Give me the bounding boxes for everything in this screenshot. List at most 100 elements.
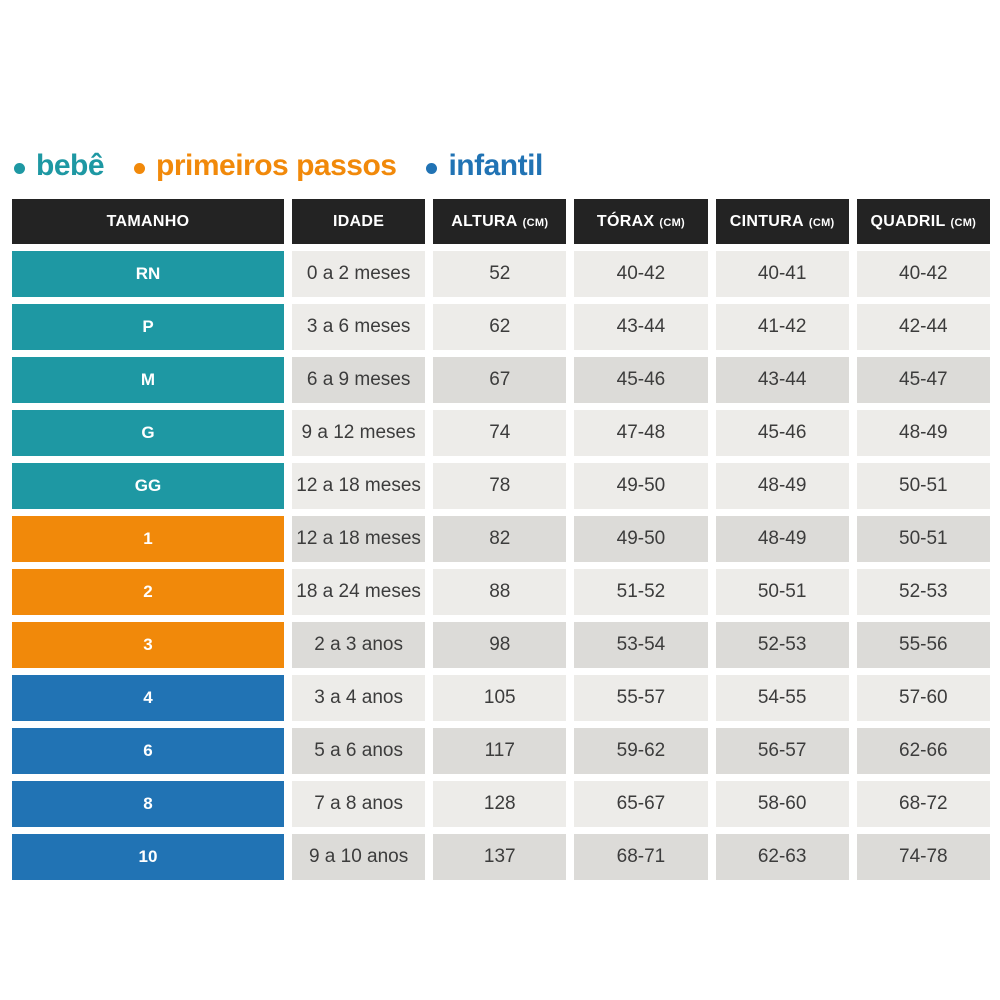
- torax-cell: 47-48: [574, 410, 708, 456]
- quadril-cell: 42-44: [856, 304, 990, 350]
- column-header-idade: IDADE: [292, 199, 426, 244]
- size-cell: RN: [12, 251, 284, 297]
- idade-cell: 0 a 2 meses: [292, 251, 426, 297]
- column-header-label: CINTURA: [729, 212, 804, 230]
- quadril-cell: 68-72: [856, 781, 990, 827]
- column-header-label: IDADE: [332, 212, 385, 230]
- altura-cell: 88: [433, 569, 567, 615]
- legend: bebê primeiros passos infantil: [14, 146, 990, 186]
- size-table: TAMANHO IDADE ALTURA (CM) TÓRAX (CM) CINTURA (C…: [12, 199, 990, 880]
- idade-cell: 9 a 12 meses: [292, 410, 426, 456]
- size-cell: 2: [12, 569, 284, 615]
- legend-item-primeiros-passos: primeiros passos: [134, 149, 397, 183]
- quadril-cell: 50-51: [856, 516, 990, 562]
- altura-cell: 78: [433, 463, 567, 509]
- altura-cell: 74: [433, 410, 567, 456]
- idade-cell: 18 a 24 meses: [292, 569, 426, 615]
- quadril-cell: 62-66: [856, 728, 990, 774]
- legend-item-infantil: infantil: [426, 149, 543, 183]
- cintura-cell: 40-41: [715, 251, 849, 297]
- cintura-cell: 45-46: [715, 410, 849, 456]
- column-header-unit: (CM): [522, 217, 549, 229]
- size-cell: G: [12, 410, 284, 456]
- quadril-cell: 57-60: [856, 675, 990, 721]
- legend-label: primeiros passos: [156, 149, 397, 182]
- torax-cell: 59-62: [574, 728, 708, 774]
- idade-cell: 3 a 6 meses: [292, 304, 426, 350]
- size-cell: 10: [12, 834, 284, 880]
- column-header-unit: (CM): [808, 217, 835, 229]
- size-chart-content: bebê primeiros passos infantil TAMANHO IDAD…: [12, 146, 990, 880]
- torax-cell: 53-54: [574, 622, 708, 668]
- size-cell: 8: [12, 781, 284, 827]
- cintura-cell: 56-57: [715, 728, 849, 774]
- torax-cell: 55-57: [574, 675, 708, 721]
- quadril-cell: 74-78: [856, 834, 990, 880]
- cintura-cell: 54-55: [715, 675, 849, 721]
- size-cell: 6: [12, 728, 284, 774]
- torax-cell: 49-50: [574, 463, 708, 509]
- size-cell: GG: [12, 463, 284, 509]
- cintura-cell: 50-51: [715, 569, 849, 615]
- column-header-unit: (CM): [659, 217, 686, 229]
- column-header-cintura: CINTURA (CM): [715, 199, 849, 244]
- quadril-cell: 52-53: [856, 569, 990, 615]
- altura-cell: 128: [433, 781, 567, 827]
- column-header-label: QUADRIL: [870, 212, 946, 230]
- cintura-cell: 41-42: [715, 304, 849, 350]
- idade-cell: 9 a 10 anos: [292, 834, 426, 880]
- quadril-cell: 50-51: [856, 463, 990, 509]
- torax-cell: 40-42: [574, 251, 708, 297]
- quadril-cell: 45-47: [856, 357, 990, 403]
- cintura-cell: 58-60: [715, 781, 849, 827]
- cintura-cell: 43-44: [715, 357, 849, 403]
- torax-cell: 68-71: [574, 834, 708, 880]
- legend-label: infantil: [448, 149, 543, 182]
- idade-cell: 12 a 18 meses: [292, 463, 426, 509]
- column-header-label: TÓRAX: [596, 212, 655, 230]
- altura-cell: 105: [433, 675, 567, 721]
- altura-cell: 117: [433, 728, 567, 774]
- idade-cell: 3 a 4 anos: [292, 675, 426, 721]
- torax-cell: 49-50: [574, 516, 708, 562]
- column-header-unit: (CM): [950, 217, 977, 229]
- altura-cell: 137: [433, 834, 567, 880]
- cintura-cell: 48-49: [715, 516, 849, 562]
- legend-item-bebe: bebê: [14, 149, 105, 183]
- bullet-icon: [134, 162, 146, 174]
- altura-cell: 98: [433, 622, 567, 668]
- size-cell: 4: [12, 675, 284, 721]
- cintura-cell: 48-49: [715, 463, 849, 509]
- column-header-label: TAMANHO: [106, 212, 190, 230]
- altura-cell: 67: [433, 357, 567, 403]
- legend-label: bebê: [36, 149, 105, 182]
- altura-cell: 52: [433, 251, 567, 297]
- bullet-icon: [426, 162, 438, 174]
- idade-cell: 12 a 18 meses: [292, 516, 426, 562]
- torax-cell: 45-46: [574, 357, 708, 403]
- quadril-cell: 48-49: [856, 410, 990, 456]
- altura-cell: 82: [433, 516, 567, 562]
- column-header-label: ALTURA: [451, 212, 518, 230]
- idade-cell: 6 a 9 meses: [292, 357, 426, 403]
- quadril-cell: 40-42: [856, 251, 990, 297]
- idade-cell: 5 a 6 anos: [292, 728, 426, 774]
- cintura-cell: 52-53: [715, 622, 849, 668]
- size-cell: M: [12, 357, 284, 403]
- column-header-torax: TÓRAX (CM): [574, 199, 708, 244]
- size-cell: 3: [12, 622, 284, 668]
- column-header-tamanho: TAMANHO: [12, 199, 284, 244]
- size-cell: 1: [12, 516, 284, 562]
- column-header-quadril: QUADRIL (CM): [856, 199, 990, 244]
- torax-cell: 51-52: [574, 569, 708, 615]
- torax-cell: 65-67: [574, 781, 708, 827]
- idade-cell: 2 a 3 anos: [292, 622, 426, 668]
- column-header-altura: ALTURA (CM): [433, 199, 567, 244]
- cintura-cell: 62-63: [715, 834, 849, 880]
- bullet-icon: [14, 162, 25, 174]
- size-cell: P: [12, 304, 284, 350]
- quadril-cell: 55-56: [856, 622, 990, 668]
- altura-cell: 62: [433, 304, 567, 350]
- idade-cell: 7 a 8 anos: [292, 781, 426, 827]
